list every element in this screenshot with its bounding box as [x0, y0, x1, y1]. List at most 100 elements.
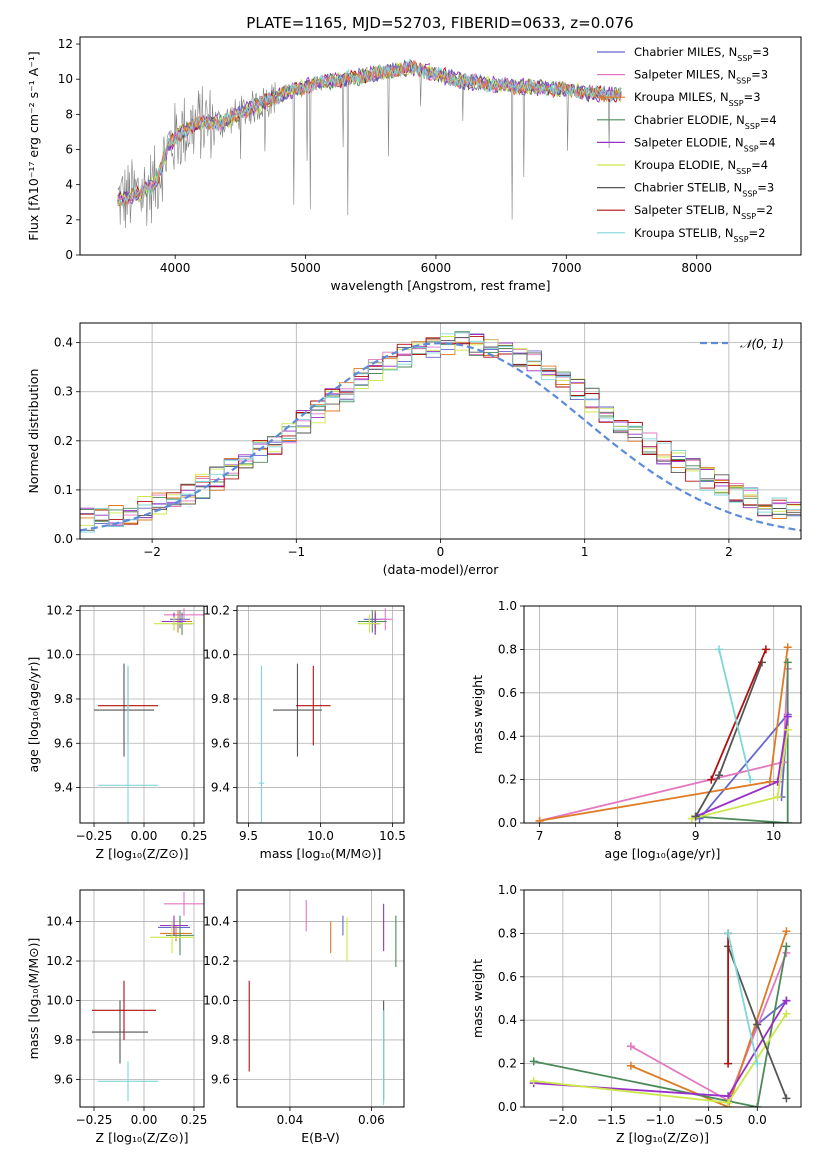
panel-weight-age: 7 8 9 10 0.0 0.2 0.4 0.6 0.8 1.0 age [log₁₀(age/yr…	[470, 599, 802, 861]
legend-name: Kroupa STELIB	[634, 226, 718, 240]
legend-nssp-prefix: , N	[720, 68, 736, 82]
y-tick-label: 0.2	[498, 1057, 517, 1071]
y-tick-label: 9.8	[211, 1033, 230, 1047]
legend-nssp-value: 3	[761, 68, 768, 82]
x-tick-label: −1.5	[597, 1113, 626, 1127]
x-tick-label: 10	[766, 829, 781, 843]
y-tick-label: 0.2	[54, 434, 73, 448]
legend-name: Salpeter ELODIE	[634, 135, 728, 149]
legend-nssp-prefix: , N	[729, 113, 745, 127]
y-tick-label: 0.6	[498, 686, 517, 700]
mass-weight-marker	[535, 816, 544, 823]
mass-weight-marker	[691, 812, 700, 821]
y-tick-label: 12	[58, 37, 73, 51]
legend-nssp-value: 3	[753, 90, 760, 104]
errorbar-point	[258, 665, 265, 823]
legend-nssp-sub: SSP	[729, 99, 744, 108]
legend-nssp-sub: SSP	[742, 189, 757, 198]
errorbar-point	[98, 1061, 158, 1102]
x-tick-label: −1	[287, 545, 305, 559]
y-axis-label: mass [log₁₀(M/M⊙)]	[26, 938, 41, 1060]
panel-spectrum: 4000 5000 6000 7000 8000 0 2 4 6 8 10 12 wavelength …	[26, 36, 802, 293]
legend-nssp-prefix: , N	[718, 226, 734, 240]
y-tick-label: 10.4	[46, 915, 73, 929]
legend-label: Kroupa MILES, NSSP=3	[634, 90, 761, 108]
y-tick-label: 0.0	[54, 532, 73, 546]
legend-label: Chabrier ELODIE, NSSP=4	[634, 113, 777, 131]
mass-weight-marker	[782, 927, 791, 936]
plot-area	[80, 331, 801, 533]
legend-nssp-eq: =	[759, 135, 769, 149]
y-tick-label: 0	[65, 248, 73, 262]
x-tick-label: 5000	[290, 261, 321, 275]
x-tick-label: 0.06	[358, 1113, 385, 1127]
panel-mass-EBV: 0.04 0.06 9.6 9.8 10.0 10.2 10.4 E(B-V)	[203, 889, 405, 1145]
x-tick-label: −2.0	[548, 1113, 577, 1127]
legend-name: Kroupa MILES	[634, 90, 713, 104]
legend-label: Kroupa STELIB, NSSP=2	[634, 226, 766, 244]
legend-nssp-eq: =	[756, 203, 766, 217]
mass-weight-marker	[707, 775, 716, 784]
y-tick-label: 9.6	[211, 1072, 230, 1086]
plot-area	[117, 58, 622, 229]
mass-weight-marker	[773, 792, 782, 801]
x-axis-label: Z [log₁₀(Z/Z⊙)]	[616, 1130, 709, 1145]
legend-nssp-sub: SSP	[736, 167, 751, 176]
errorbar-point	[357, 614, 381, 633]
plot-area	[258, 608, 393, 823]
y-tick-label: 9.8	[211, 692, 230, 706]
legend-name: Chabrier ELODIE	[634, 113, 729, 127]
axes-frame	[236, 605, 405, 824]
legend-nssp-eq: =	[749, 226, 759, 240]
legend-nssp-prefix: , N	[720, 158, 736, 172]
errorbar-point	[154, 617, 194, 631]
y-tick-label: 10.0	[203, 993, 230, 1007]
model-spectrum	[117, 59, 622, 207]
y-tick-label: 10.2	[46, 954, 73, 968]
y-tick-label: 0.8	[498, 926, 517, 940]
y-axis-label: mass weight	[470, 675, 485, 754]
errorbar-point	[92, 1000, 148, 1064]
x-tick-label: 8	[614, 829, 622, 843]
panel-age-Z: −0.25 0.00 0.25 9.4 9.6 9.8 10.0 10.2 Z [log₁₀(Z…	[26, 603, 207, 861]
mass-weight-line	[718, 649, 752, 780]
x-axis-label: mass [log₁₀(M/M⊙)]	[260, 846, 382, 861]
axes-frame	[79, 889, 205, 1108]
y-tick-label: 10.4	[203, 915, 230, 929]
legend-label: Chabrier STELIB, NSSP=3	[634, 181, 774, 199]
y-tick-label: 0.8	[498, 642, 517, 656]
errorbar-point	[272, 663, 322, 757]
x-axis-label: Z [log₁₀(Z/Z⊙)]	[96, 846, 189, 861]
y-tick-label: 8	[65, 107, 73, 121]
legend-name: Chabrier MILES	[634, 45, 721, 59]
errorbar-point	[170, 610, 190, 629]
legend-nssp-eq: =	[757, 181, 767, 195]
y-tick-label: 2	[65, 213, 73, 227]
x-tick-label: 7000	[551, 261, 582, 275]
y-tick-label: 10.2	[203, 954, 230, 968]
errorbar-point	[357, 610, 387, 633]
y-tick-label: 9.4	[211, 781, 230, 795]
x-axis-label: wavelength [Angstrom, rest frame]	[330, 278, 550, 293]
x-tick-label: 10.5	[379, 829, 406, 843]
y-tick-label: 10.0	[203, 648, 230, 662]
mass-weight-line	[710, 649, 767, 780]
mass-weight-marker	[782, 1009, 791, 1018]
mass-weight-marker	[753, 1103, 762, 1107]
legend-nssp-prefix: , N	[728, 135, 744, 149]
errorbar-point	[94, 663, 154, 757]
x-axis-label: E(B-V)	[301, 1130, 340, 1145]
legend-nssp-prefix: , N	[721, 45, 737, 59]
errorbar-point	[164, 608, 204, 622]
mass-weight-marker	[724, 1098, 733, 1107]
legend-nssp-sub: SSP	[736, 76, 751, 85]
y-axis-label: mass weight	[470, 959, 485, 1038]
legend-name: Salpeter STELIB	[634, 203, 725, 217]
legend-nssp-eq: =	[751, 158, 761, 172]
mass-weight-marker	[782, 1094, 791, 1103]
model-spectrum	[117, 58, 622, 209]
x-tick-label: 0.25	[181, 1113, 208, 1127]
x-tick-label: 0.00	[131, 829, 158, 843]
y-tick-label: 9.6	[211, 736, 230, 750]
mass-weight-marker	[753, 1020, 762, 1029]
